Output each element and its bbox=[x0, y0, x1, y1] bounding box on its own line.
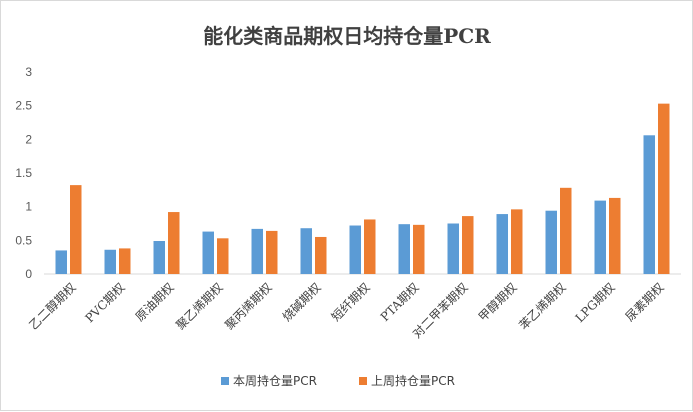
bar-last-week bbox=[609, 197, 621, 274]
x-tick-label: PTA期权 bbox=[378, 280, 422, 324]
bar-this-week bbox=[545, 210, 557, 274]
bar-last-week bbox=[413, 224, 425, 274]
bar-this-week bbox=[251, 228, 263, 274]
bar-last-week bbox=[315, 236, 327, 274]
x-tick-label: 原油期权 bbox=[133, 280, 177, 324]
bar-last-week bbox=[266, 230, 278, 274]
bar-this-week bbox=[202, 231, 214, 274]
bar-last-week bbox=[511, 209, 523, 274]
legend-swatch bbox=[359, 377, 367, 385]
x-tick-label: 甲醇期权 bbox=[475, 280, 520, 325]
x-tick-label: 烧碱期权 bbox=[280, 280, 324, 324]
legend-label: 本周持仓量PCR bbox=[233, 373, 317, 388]
legend: 本周持仓量PCR 上周持仓量PCR bbox=[221, 373, 455, 388]
y-tick-label: 0.5 bbox=[15, 233, 32, 247]
bar-last-week bbox=[70, 185, 82, 274]
y-tick-label: 1.5 bbox=[15, 166, 32, 180]
bar-this-week bbox=[349, 225, 361, 274]
bar-this-week bbox=[153, 241, 165, 274]
chart-title: 能化类商品期权日均持仓量PCR bbox=[203, 24, 491, 48]
y-tick-label: 3 bbox=[25, 65, 32, 79]
bar-this-week bbox=[104, 249, 116, 274]
x-tick-label: 聚乙烯期权 bbox=[173, 280, 225, 332]
y-tick-label: 2 bbox=[25, 132, 32, 146]
bar-last-week bbox=[168, 212, 180, 274]
bar-last-week bbox=[462, 216, 474, 274]
bar-last-week bbox=[658, 103, 670, 274]
bar-last-week bbox=[119, 248, 131, 274]
bar-last-week bbox=[364, 219, 376, 274]
x-tick-label: 乙二醇期权 bbox=[26, 280, 79, 333]
x-tick-label: LPG期权 bbox=[573, 280, 618, 325]
bar-last-week bbox=[560, 187, 572, 274]
x-tick-label: 尿素期权 bbox=[623, 280, 667, 324]
legend-swatch bbox=[221, 377, 229, 385]
bar-this-week bbox=[447, 223, 459, 274]
bar-this-week bbox=[300, 228, 312, 274]
y-tick-label: 0 bbox=[25, 267, 32, 281]
x-tick-label: 苯乙烯期权 bbox=[516, 280, 568, 332]
bar-this-week bbox=[55, 250, 67, 274]
x-tick-label: 短纤期权 bbox=[329, 280, 373, 324]
y-tick-label: 2.5 bbox=[15, 99, 32, 113]
bar-this-week bbox=[594, 200, 606, 274]
bar-this-week bbox=[496, 214, 508, 274]
bar-this-week bbox=[643, 135, 655, 274]
bar-last-week bbox=[217, 238, 229, 274]
y-tick-label: 1 bbox=[25, 200, 32, 214]
x-tick-label: PVC期权 bbox=[82, 280, 127, 325]
y-axis: 0 0.5 1 1.5 2 2.5 3 bbox=[15, 65, 32, 281]
bar-this-week bbox=[398, 224, 410, 274]
legend-label: 上周持仓量PCR bbox=[371, 373, 455, 388]
bars bbox=[55, 103, 670, 274]
x-tick-label: 聚丙烯期权 bbox=[222, 280, 274, 332]
